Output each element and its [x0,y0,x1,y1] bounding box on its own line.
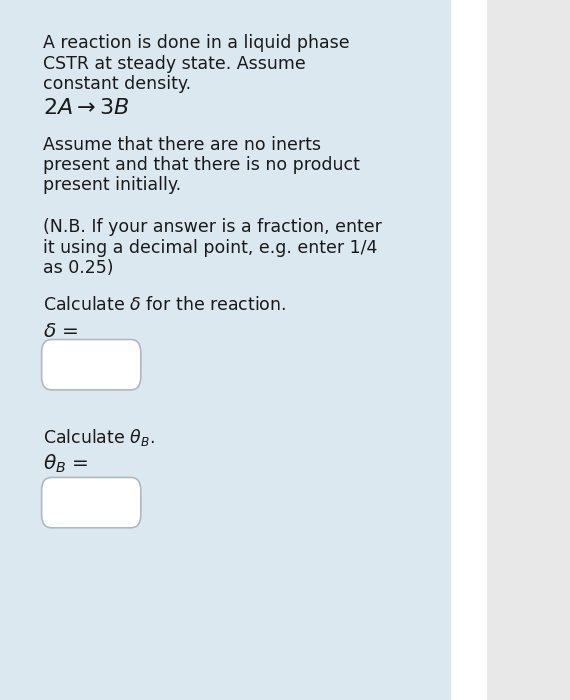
Text: constant density.: constant density. [43,75,191,93]
FancyBboxPatch shape [42,340,141,390]
Text: (N.B. If your answer is a fraction, enter: (N.B. If your answer is a fraction, ente… [43,218,382,237]
Text: $2A \rightarrow 3B$: $2A \rightarrow 3B$ [43,99,129,118]
Text: present and that there is no product: present and that there is no product [43,156,360,174]
Text: Assume that there are no inerts: Assume that there are no inerts [43,136,321,154]
Bar [451,0,487,700]
Text: it using a decimal point, e.g. enter 1/4: it using a decimal point, e.g. enter 1/4 [43,239,377,257]
Text: as 0.25): as 0.25) [43,259,113,277]
FancyBboxPatch shape [42,477,141,528]
Text: CSTR at steady state. Assume: CSTR at steady state. Assume [43,55,306,73]
Text: $\delta$ =: $\delta$ = [43,321,78,341]
Text: $\theta_B$ =: $\theta_B$ = [43,453,88,475]
Text: Calculate $\delta$ for the reaction.: Calculate $\delta$ for the reaction. [43,295,286,314]
Text: Calculate $\theta_B$.: Calculate $\theta_B$. [43,427,154,448]
Bar [487,0,570,700]
Text: A reaction is done in a liquid phase: A reaction is done in a liquid phase [43,34,349,52]
Text: present initially.: present initially. [43,176,181,195]
